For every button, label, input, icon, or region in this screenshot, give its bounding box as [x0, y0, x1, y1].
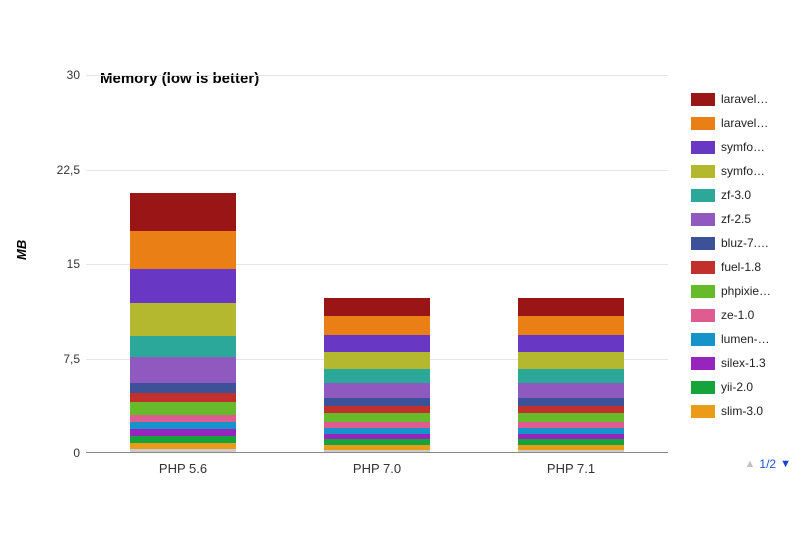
legend-swatch	[691, 261, 715, 274]
y-tick-label: 7,5	[42, 352, 80, 366]
legend-label: zf-2.5	[721, 212, 751, 226]
bar-segment	[130, 383, 237, 393]
y-tick-label: 22,5	[42, 163, 80, 177]
bar-group	[518, 298, 625, 453]
bar-group	[130, 193, 237, 453]
legend-item[interactable]: laravel…	[691, 114, 791, 132]
legend-swatch	[691, 405, 715, 418]
legend-label: zf-3.0	[721, 188, 751, 202]
legend-item[interactable]: slim-3.0	[691, 402, 791, 420]
bar-segment	[518, 406, 625, 413]
legend-label: symfo…	[721, 164, 765, 178]
legend-item[interactable]: fuel-1.8	[691, 258, 791, 276]
bar-segment	[518, 316, 625, 335]
pager-page-label: 1/2	[759, 457, 776, 471]
legend-item[interactable]: yii-2.0	[691, 378, 791, 396]
legend-item[interactable]: lumen-…	[691, 330, 791, 348]
legend-label: silex-1.3	[721, 356, 766, 370]
x-axis-baseline	[86, 452, 668, 453]
legend-label: bluz-7.…	[721, 236, 769, 250]
bar-segment	[518, 398, 625, 406]
pager-prev-icon[interactable]: ▲	[745, 458, 756, 470]
legend-item[interactable]: laravel…	[691, 90, 791, 108]
bar-segment	[130, 415, 237, 423]
bar-segment	[324, 369, 431, 383]
bar-segment	[130, 393, 237, 402]
bar-segment	[324, 413, 431, 422]
legend-swatch	[691, 333, 715, 346]
legend-label: laravel…	[721, 92, 768, 106]
legend-swatch	[691, 117, 715, 130]
bar-segment	[130, 193, 237, 231]
plot-area: PHP 5.6PHP 7.0PHP 7.1	[86, 75, 668, 453]
legend-swatch	[691, 141, 715, 154]
bar-segment	[130, 402, 237, 415]
bar-segment	[324, 335, 431, 352]
legend-label: yii-2.0	[721, 380, 753, 394]
chart-area: 07,51522,530 PHP 5.6PHP 7.0PHP 7.1	[48, 75, 668, 453]
legend-swatch	[691, 309, 715, 322]
legend-item[interactable]: symfo…	[691, 162, 791, 180]
legend-item[interactable]: silex-1.3	[691, 354, 791, 372]
y-axis-label: MB	[14, 240, 29, 260]
bar-segment	[130, 429, 237, 436]
legend-label: symfo…	[721, 140, 765, 154]
bar-segment	[324, 352, 431, 369]
y-tick-label: 30	[42, 68, 80, 82]
x-tick-label: PHP 7.1	[474, 461, 668, 476]
legend-item[interactable]: zf-2.5	[691, 210, 791, 228]
legend-swatch	[691, 285, 715, 298]
bar-segment	[324, 316, 431, 335]
legend-pager: ▲ 1/2 ▼	[745, 457, 791, 471]
bar-segment	[518, 383, 625, 398]
legend-swatch	[691, 165, 715, 178]
legend-label: fuel-1.8	[721, 260, 761, 274]
x-tick-label: PHP 7.0	[280, 461, 474, 476]
legend-swatch	[691, 237, 715, 250]
bar-segment	[130, 422, 237, 429]
legend-item[interactable]: bluz-7.…	[691, 234, 791, 252]
bar-segment	[324, 398, 431, 406]
bar-segment	[518, 352, 625, 369]
legend-label: ze-1.0	[721, 308, 754, 322]
legend-item[interactable]: ze-1.0	[691, 306, 791, 324]
bar-segment	[518, 298, 625, 317]
bar-segment	[130, 269, 237, 303]
legend-item[interactable]: phpixie…	[691, 282, 791, 300]
bar-segment	[324, 406, 431, 413]
y-tick-label: 15	[42, 257, 80, 271]
bar-segment	[130, 231, 237, 269]
bar-segment	[324, 298, 431, 317]
bar-group	[324, 298, 431, 453]
legend-swatch	[691, 93, 715, 106]
y-tick-label: 0	[42, 446, 80, 460]
legend-item[interactable]: zf-3.0	[691, 186, 791, 204]
bar-segment	[130, 357, 237, 383]
legend-swatch	[691, 381, 715, 394]
legend: laravel… laravel… symfo… symfo… zf-3.0 zf-2.5…	[691, 90, 791, 426]
bar-segment	[324, 383, 431, 398]
x-tick-label: PHP 5.6	[86, 461, 280, 476]
legend-swatch	[691, 213, 715, 226]
bar-segment	[518, 369, 625, 383]
bar-segment	[130, 436, 237, 443]
legend-swatch	[691, 357, 715, 370]
legend-label: lumen-…	[721, 332, 770, 346]
legend-item[interactable]: symfo…	[691, 138, 791, 156]
bar-segment	[130, 303, 237, 336]
legend-label: laravel…	[721, 116, 768, 130]
legend-label: phpixie…	[721, 284, 771, 298]
bar-segment	[518, 335, 625, 352]
bar-segment	[130, 336, 237, 357]
bar-segment	[518, 413, 625, 422]
pager-next-icon[interactable]: ▼	[780, 458, 791, 470]
legend-label: slim-3.0	[721, 404, 763, 418]
legend-swatch	[691, 189, 715, 202]
